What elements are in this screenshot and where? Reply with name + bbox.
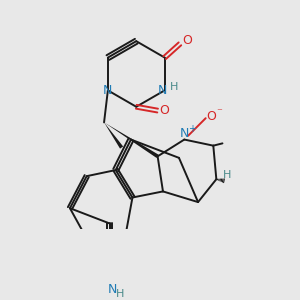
Text: H: H — [223, 170, 231, 180]
Text: N: N — [108, 283, 117, 296]
Polygon shape — [104, 122, 123, 149]
Text: O: O — [206, 110, 216, 123]
Text: N: N — [158, 84, 167, 97]
Text: H: H — [169, 82, 178, 92]
Text: O: O — [182, 34, 192, 46]
Text: N: N — [103, 84, 112, 97]
Text: H: H — [116, 290, 124, 299]
Text: N: N — [180, 127, 189, 140]
Text: ⁻: ⁻ — [217, 107, 222, 117]
Text: +: + — [188, 124, 196, 134]
Polygon shape — [104, 122, 159, 158]
Text: O: O — [160, 104, 170, 117]
